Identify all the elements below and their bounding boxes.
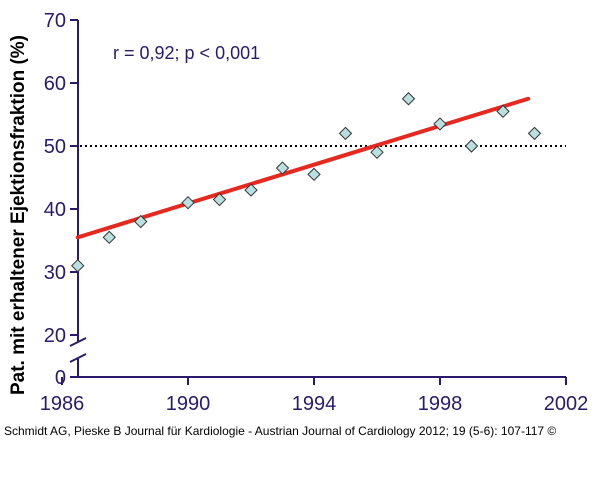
data-point: [244, 183, 258, 197]
y-tick-label: 40: [44, 199, 66, 221]
axis-break-mark: [69, 353, 87, 363]
data-point: [212, 192, 227, 207]
y-tick-label: 70: [44, 10, 66, 32]
data-point: [401, 92, 416, 106]
source-caption: Schmidt AG, Pieske B Journal für Kardiol…: [4, 424, 557, 438]
y-axis-label: Pat. mit erhaltener Ejektionsfraktion (%…: [8, 35, 29, 395]
data-point: [71, 258, 85, 273]
data-point: [496, 104, 510, 119]
data-point: [338, 126, 353, 141]
data-point: [370, 145, 384, 160]
plot-area: 20 30 40 50 60 70 0 1986 1990 1994 1998 2002: [40, 10, 589, 415]
y-tick-label-zero: 0: [55, 367, 66, 389]
x-tick-label: 1986: [40, 393, 85, 415]
x-tick-label: 1990: [166, 393, 211, 415]
data-point: [102, 230, 116, 245]
y-tick-label: 50: [44, 136, 66, 158]
y-tick-label: 20: [44, 325, 66, 347]
data-point: [181, 195, 195, 210]
y-tick-label: 60: [44, 73, 66, 95]
data-point: [307, 167, 321, 182]
regression-line: [75, 96, 531, 240]
data-point: [527, 126, 542, 141]
correlation-annotation: r = 0,92; p < 0,001: [113, 43, 260, 63]
x-tick-label: 1998: [418, 393, 463, 415]
data-point: [275, 161, 290, 175]
data-point: [433, 117, 447, 131]
axis-break-mark: [69, 337, 87, 347]
x-tick-label: 2002: [544, 393, 589, 415]
y-tick-label: 30: [44, 262, 66, 284]
x-tick-label: 1994: [292, 393, 337, 415]
data-point: [464, 139, 479, 153]
data-point: [134, 214, 148, 229]
